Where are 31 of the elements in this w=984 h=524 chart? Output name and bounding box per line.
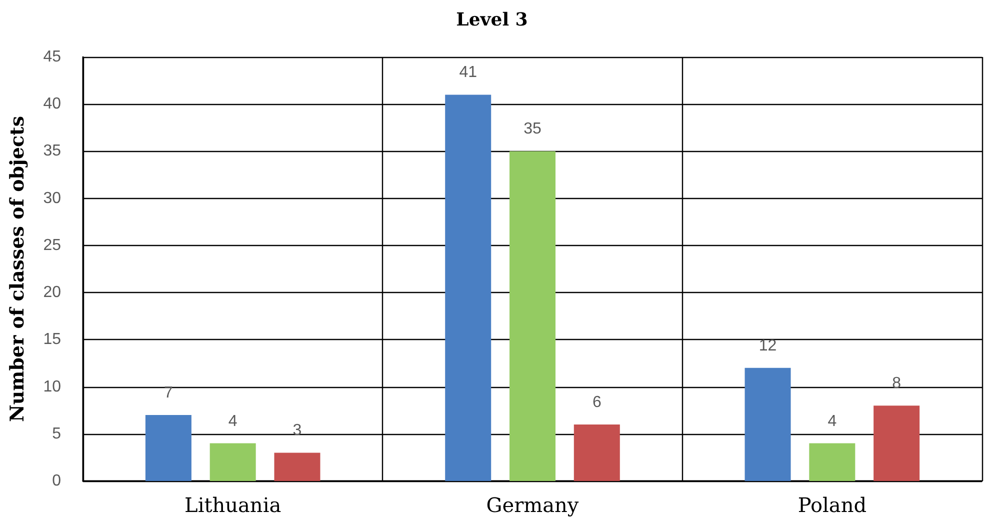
- x-tick-label: Poland: [798, 493, 867, 517]
- y-axis-title: Number of classes of objects: [6, 116, 28, 422]
- chart-title: Level 3: [456, 10, 528, 30]
- data-label: 12: [758, 337, 777, 354]
- bar: [510, 151, 556, 481]
- bar: [145, 415, 192, 481]
- bar: [574, 424, 620, 481]
- y-tick-label: 20: [43, 284, 62, 302]
- bar: [874, 406, 920, 481]
- y-tick-label: 45: [43, 48, 62, 66]
- y-tick-label: 30: [43, 190, 62, 207]
- y-tick-label: 25: [43, 236, 62, 254]
- data-label: 6: [592, 394, 602, 411]
- y-tick-label: 10: [43, 378, 62, 396]
- bar: [809, 443, 856, 481]
- data-label: 4: [828, 412, 837, 430]
- bar: [744, 368, 791, 481]
- bar: [445, 94, 492, 481]
- y-tick-label: 5: [52, 425, 62, 442]
- data-label: 41: [459, 64, 478, 82]
- x-tick-label: Germany: [486, 493, 580, 517]
- y-tick-label: 35: [43, 142, 62, 160]
- y-tick-label: 0: [52, 472, 62, 490]
- x-tick-label: Lithuania: [184, 493, 282, 517]
- data-label: 7: [164, 384, 173, 402]
- y-tick-label: 15: [43, 331, 62, 348]
- data-label: 35: [524, 120, 542, 138]
- bar: [210, 443, 256, 481]
- y-tick-label: 40: [43, 96, 62, 113]
- data-label: 4: [228, 412, 238, 430]
- bar: [274, 452, 320, 481]
